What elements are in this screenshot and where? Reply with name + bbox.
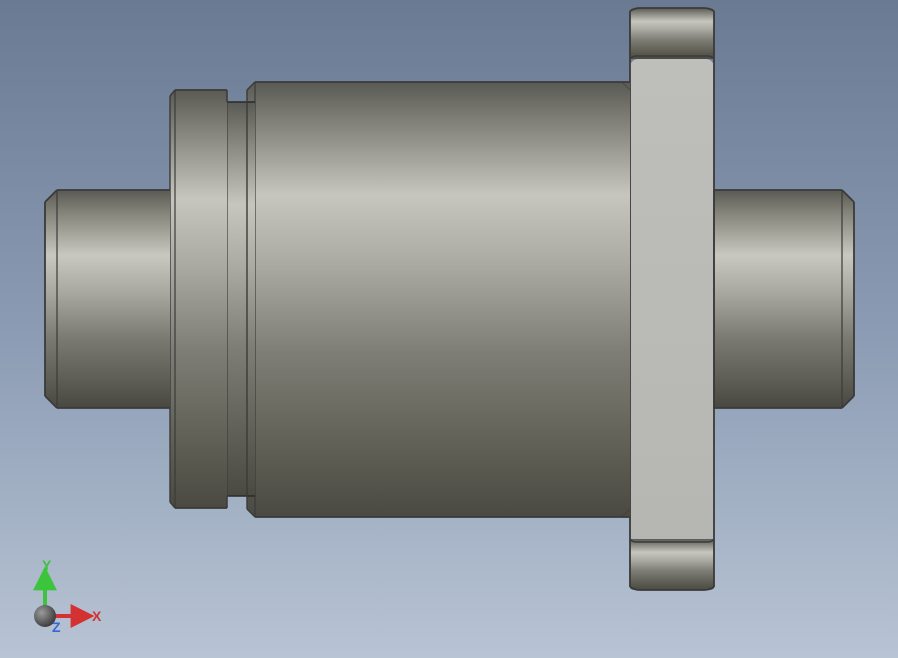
left-shaft-segment[interactable]: [45, 96, 170, 408]
right-shaft-segment[interactable]: [714, 190, 854, 408]
groove-segment[interactable]: [227, 90, 255, 509]
navigation-triad[interactable]: Y X Z: [20, 558, 110, 638]
y-axis-label: Y: [42, 558, 52, 573]
z-axis-label: Z: [52, 619, 61, 635]
x-axis-label: X: [92, 608, 102, 624]
left-shoulder-segment[interactable]: [170, 90, 227, 508]
hex-flange-segment[interactable]: [630, 8, 714, 590]
part-render[interactable]: [0, 0, 898, 658]
cad-viewport[interactable]: Y X Z: [0, 0, 898, 658]
main-cylinder-segment[interactable]: [247, 82, 630, 517]
